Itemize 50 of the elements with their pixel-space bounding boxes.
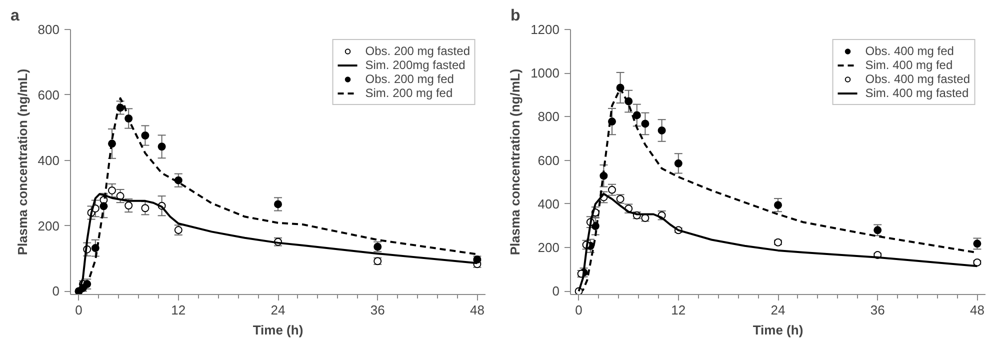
y-tick-label: 0 [552,284,560,299]
point [632,111,641,120]
point [674,159,682,168]
point [108,186,116,194]
legend-label: Sim. 200 mg fed [365,86,453,100]
chart-title: b [510,8,520,24]
x-tick-label: 12 [671,302,686,318]
y-axis-title: Plasma concentration (ng/mL) [14,68,30,256]
point [158,142,166,151]
point [658,126,666,134]
x-axis-title: Time (h) [252,322,304,338]
y-tick-label: 600 [38,87,60,102]
y-tick-label: 1200 [530,22,560,37]
x-tick-label: 48 [970,302,984,318]
x-axis-title: Time (h) [752,322,804,338]
x-tick-label: 24 [270,302,286,318]
y-tick-label: 0 [52,284,60,299]
point [641,120,650,128]
x-tick-label: 36 [870,302,885,318]
x-tick-label: 0 [75,302,82,318]
legend-label: Obs. 400 mg fed [865,44,954,58]
legend-label: Obs. 200 mg fasted [365,44,470,58]
x-tick-label: 0 [575,302,582,318]
point [274,200,282,208]
legend-label: Sim. 400 mg fed [865,58,953,72]
point [124,202,133,210]
y-tick-label: 1000 [530,66,560,81]
y-tick-label: 600 [538,152,560,168]
x-tick-label: 12 [171,302,186,318]
legend-label: Sim. 400 mg fasted [865,86,969,100]
y-axis-title: Plasma concentration (ng/mL) [508,68,523,256]
point [141,204,150,212]
x-tick-label: 36 [370,302,385,318]
y-tick-label: 400 [538,196,560,212]
legend-label: Obs. 200 mg fed [365,72,454,86]
legend-label: Sim. 200mg fasted [365,58,466,72]
y-tick-label: 800 [538,109,560,124]
y-tick-label: 800 [38,22,60,37]
y-tick-label: 400 [38,152,60,168]
point [141,132,150,140]
x-tick-label: 48 [470,302,484,318]
x-tick-label: 24 [770,302,786,318]
point [973,240,982,248]
point [973,258,982,266]
y-tick-label: 200 [538,240,560,256]
point [774,201,782,210]
legend-label: Obs. 400 mg fasted [865,72,970,86]
point [874,226,882,234]
y-tick-label: 200 [38,218,60,234]
chart-title: a [10,8,20,24]
